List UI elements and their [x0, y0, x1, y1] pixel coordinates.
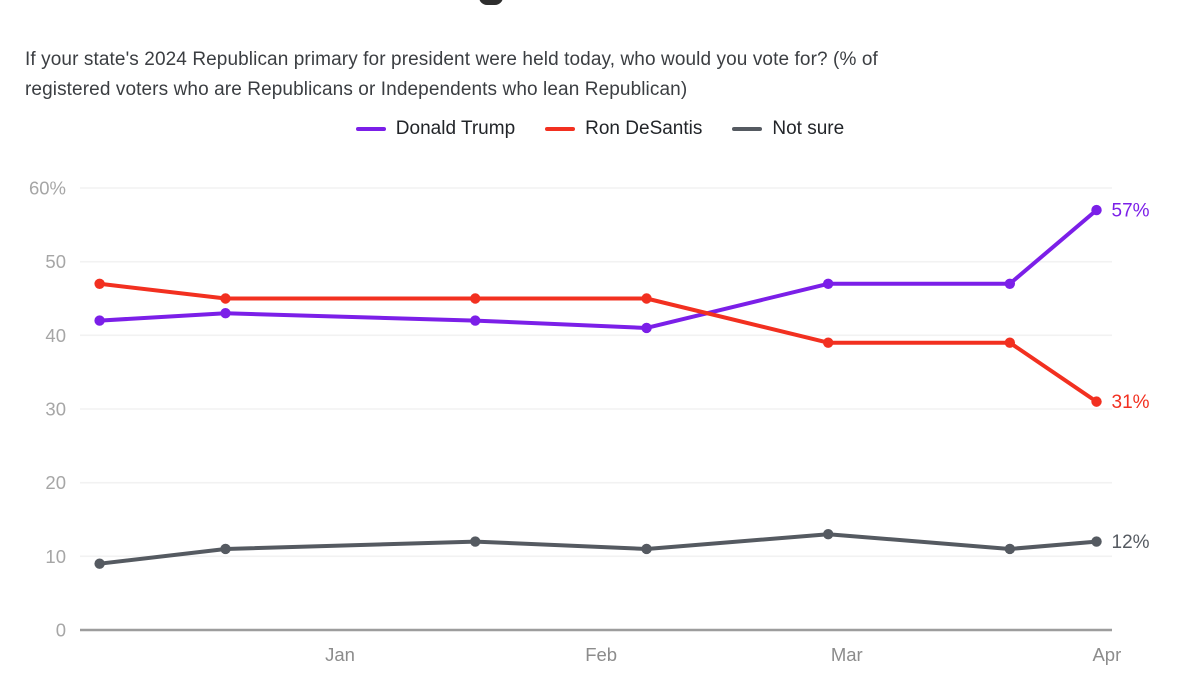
y-axis-tick-label: 20 [45, 472, 66, 493]
data-point-donald-trump [94, 315, 105, 326]
legend-label: Donald Trump [395, 118, 516, 139]
chart-subtitle-line2: registered voters who are Republicans or… [25, 79, 688, 100]
data-point-ron-desantis [641, 293, 652, 304]
x-axis-tick-label: Apr [1092, 644, 1121, 665]
data-point-not-sure [641, 543, 652, 555]
y-axis-tick-label: 50 [45, 251, 66, 272]
chart-subtitle-line1: If your state's 2024 Republican primary … [25, 49, 878, 70]
series-line-ron-desantis [97, 281, 1099, 404]
legend-swatch-icon [732, 127, 763, 131]
y-axis-tick-label: 40 [45, 325, 66, 346]
data-point-donald-trump [1004, 278, 1016, 289]
end-value-label-donald-trump: 57% [1112, 201, 1150, 222]
data-point-ron-desantis [1091, 396, 1102, 407]
legend: Donald Trump Ron DeSantis Not sure [0, 118, 1200, 140]
legend-item-ron-desantis: Ron DeSantis [545, 118, 702, 140]
data-point-not-sure [470, 536, 481, 547]
data-point-not-sure [1091, 536, 1102, 547]
x-axis-tick-label: Jan [325, 644, 355, 665]
data-point-not-sure [1004, 543, 1016, 555]
legend-label: Not sure [772, 118, 845, 139]
data-point-donald-trump [1091, 204, 1102, 216]
legend-swatch-icon [545, 127, 576, 131]
data-point-not-sure [823, 529, 834, 540]
end-value-label-not-sure: 12% [1112, 532, 1150, 553]
x-axis-tick-label: Feb [585, 644, 617, 665]
data-point-donald-trump [220, 308, 231, 319]
data-point-ron-desantis [470, 293, 481, 304]
data-point-ron-desantis [94, 278, 105, 289]
y-axis-tick-label: 0 [56, 620, 66, 641]
y-axis-tick-label: 30 [45, 399, 66, 420]
data-point-ron-desantis [220, 293, 231, 304]
data-point-not-sure [94, 558, 105, 569]
data-point-ron-desantis [823, 337, 834, 348]
data-point-not-sure [220, 543, 231, 555]
data-point-donald-trump [470, 315, 481, 326]
legend-item-donald-trump: Donald Trump [355, 118, 516, 140]
end-value-label-ron-desantis: 31% [1112, 392, 1150, 413]
x-axis-tick-label: Mar [831, 644, 863, 665]
series-line-not-sure [97, 532, 1099, 566]
legend-label: Ron DeSantis [585, 118, 703, 139]
legend-swatch-icon [355, 127, 386, 131]
data-point-donald-trump [823, 278, 834, 289]
y-axis-tick-label: 10 [45, 546, 66, 567]
legend-item-not-sure: Not sure [732, 118, 844, 140]
data-point-donald-trump [641, 322, 652, 334]
series-line-donald-trump [97, 208, 1099, 330]
y-axis-tick-label: 60% [29, 178, 66, 199]
data-point-ron-desantis [1004, 337, 1016, 348]
chart-subtitle: If your state's 2024 Republican primary … [25, 45, 1175, 105]
cropped-title-fragment [479, 0, 503, 5]
